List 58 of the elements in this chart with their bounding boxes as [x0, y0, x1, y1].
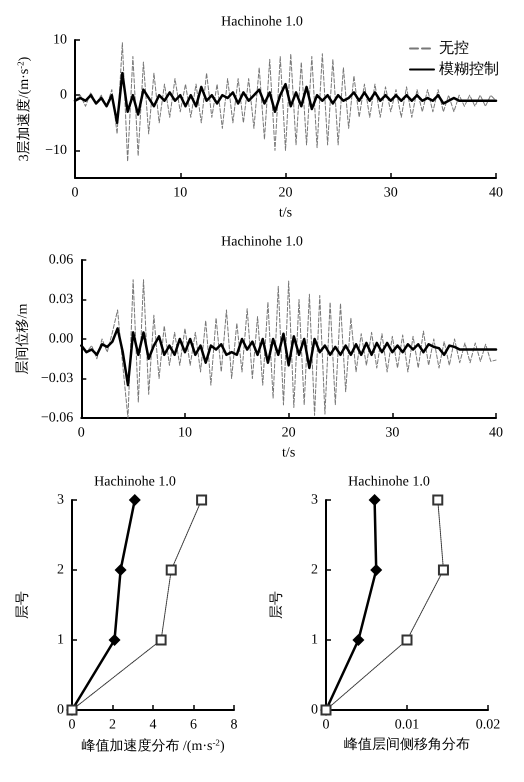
x-tick-label: 0 — [322, 718, 330, 732]
x-tick-label: 20 — [278, 186, 292, 200]
x-tick-label: 30 — [385, 426, 400, 440]
y-axis-title: 层间位移/m — [14, 304, 30, 374]
x-axis-title: 峰值层间侧移角分布 — [344, 736, 470, 752]
x-tick-label: 8 — [230, 718, 238, 732]
point — [128, 494, 141, 506]
y-tick-label: −0.03 — [40, 371, 74, 386]
point — [432, 494, 444, 506]
chart-title: Hachinohe 1.0 — [94, 474, 176, 490]
y-tick-label: 0.06 — [48, 252, 74, 268]
x-tick-label: 0 — [78, 426, 85, 440]
y-tick-label: 3 — [57, 492, 64, 508]
point — [196, 494, 208, 506]
point — [166, 564, 177, 576]
y-tick-label: −10 — [45, 142, 67, 158]
y-axis-title: 层号 — [16, 591, 30, 619]
y-tick-label: 1 — [57, 632, 64, 648]
x-tick-label: 0.02 — [476, 718, 500, 732]
x-tick-label: 40 — [489, 186, 503, 200]
y-tick-label: 0 — [311, 702, 318, 718]
point — [352, 634, 364, 646]
y-tick-label: 0.00 — [48, 332, 74, 346]
legend-label: 无控 — [439, 40, 469, 56]
point — [368, 494, 381, 506]
point — [402, 634, 412, 646]
chart-title: Hachinohe 1.0 — [348, 474, 430, 490]
point — [114, 564, 127, 576]
x-axis-title: t/s — [282, 446, 296, 460]
point — [156, 634, 167, 646]
x-tick-label: 0.01 — [394, 718, 420, 732]
point — [438, 564, 449, 576]
y-axis-title: 层号 — [270, 591, 284, 619]
line-series — [74, 42, 496, 162]
x-tick-label: 4 — [150, 718, 156, 732]
x-tick-label: 20 — [282, 426, 296, 440]
point — [370, 564, 382, 576]
y-tick-label: 2 — [311, 562, 318, 578]
x-tick-label: 10 — [173, 186, 188, 200]
y-tick-label: 0 — [60, 88, 67, 103]
x-tick-label: 40 — [489, 426, 503, 440]
y-tick-label: −0.06 — [40, 410, 74, 426]
x-tick-label: 30 — [384, 186, 398, 200]
x-tick-label: 10 — [178, 426, 192, 440]
y-tick-label: 2 — [57, 562, 64, 578]
chart-title: Hachinohe 1.0 — [221, 14, 303, 30]
x-tick-label: 6 — [190, 718, 197, 732]
y-tick-label: 3 — [311, 492, 318, 508]
chart-title: Hachinohe 1.0 — [221, 234, 303, 250]
y-tick-label: 0 — [57, 702, 64, 718]
y-axis-title: 3层加速度/(m·s-2) — [16, 56, 32, 162]
y-tick-label: 1 — [311, 632, 318, 648]
point — [108, 634, 121, 646]
y-tick-label: 0.03 — [48, 292, 74, 307]
legend-label: 模糊控制 — [439, 60, 499, 78]
x-tick-label: 2 — [109, 718, 116, 732]
x-axis-title: t/s — [278, 206, 292, 220]
y-tick-label: 10 — [53, 32, 67, 48]
